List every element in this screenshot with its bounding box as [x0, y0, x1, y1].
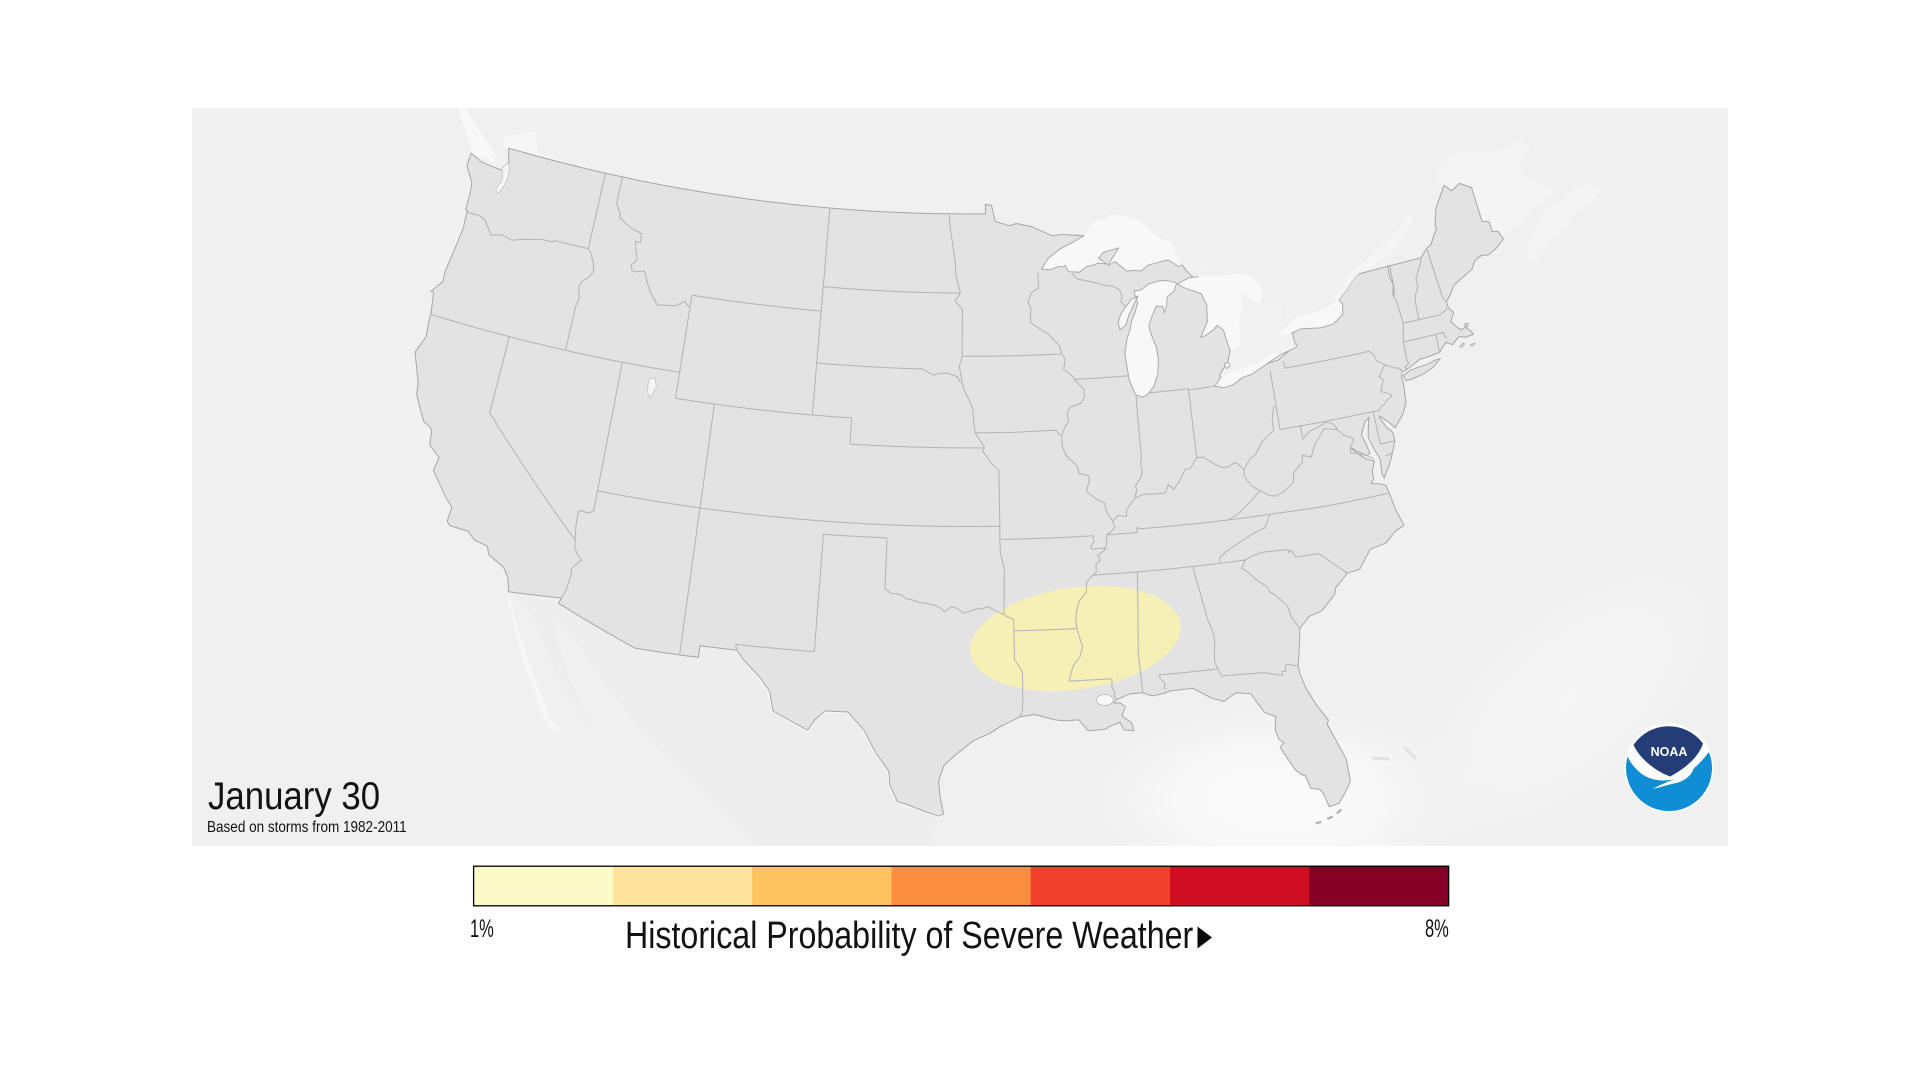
svg-text:NOAA: NOAA [1651, 745, 1688, 759]
